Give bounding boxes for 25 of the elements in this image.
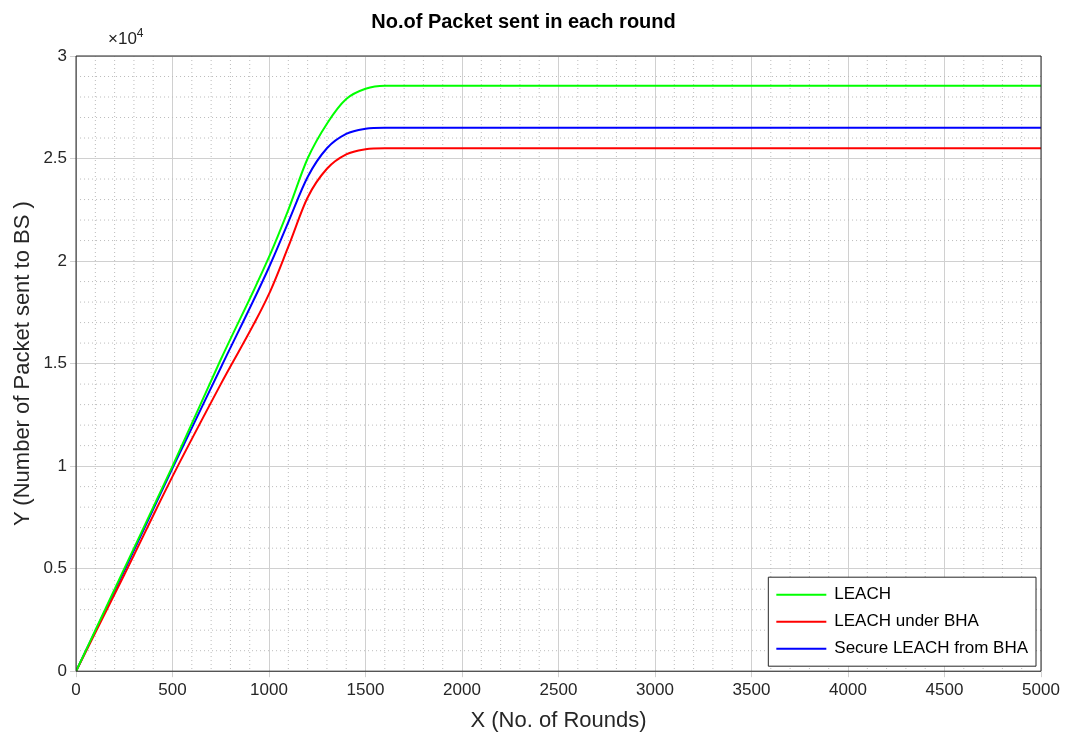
y-tick-label: 1 (57, 455, 68, 475)
x-tick-label: 500 (158, 680, 187, 700)
x-tick-label: 1500 (346, 680, 385, 700)
x-tick-label: 2000 (443, 680, 481, 700)
x-axis-title: X (No. of Rounds) (470, 706, 647, 732)
y-tick-label: 2.5 (43, 148, 68, 168)
y-tick-label: 0 (57, 660, 68, 680)
chart-title: No.of Packet sent in each round (371, 9, 676, 32)
legend-label: Secure LEACH from BHA (834, 638, 1029, 658)
legend-label: LEACH under BHA (834, 611, 980, 631)
text: ×10$^{4}$ (108, 26, 144, 49)
x-tick-label: 1000 (250, 680, 288, 700)
x-tick-label: 5000 (1022, 680, 1060, 700)
x-tick-label: 4000 (829, 680, 867, 700)
legend-label: LEACH (834, 584, 892, 604)
y-tick-label: 1.5 (43, 353, 68, 373)
x-tick-label: 3000 (636, 680, 674, 700)
x-tick-label: 0 (71, 680, 81, 700)
x-tick-label: 2500 (539, 680, 578, 700)
y-axis-title: Y (Number of Packet sent to BS ) (9, 201, 35, 527)
y-tick-label: 2 (57, 250, 68, 270)
x-tick-label: 4500 (925, 680, 964, 700)
y-tick-label: 3 (57, 45, 68, 65)
y-tick-label: 0.5 (43, 558, 68, 578)
x-tick-label: 3500 (732, 680, 771, 700)
